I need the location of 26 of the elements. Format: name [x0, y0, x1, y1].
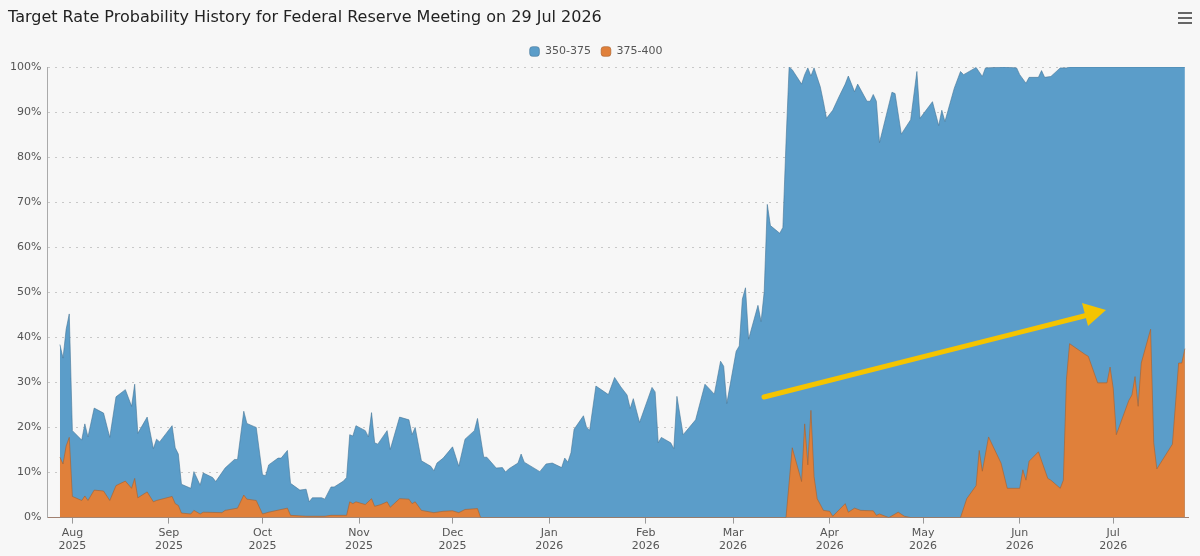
x-tick-label: Jun 2026: [1005, 526, 1034, 553]
x-tick-label: Apr 2026: [815, 526, 844, 553]
y-tick-label: 30%: [16, 375, 42, 389]
y-tick-label: 10%: [16, 465, 42, 479]
x-tick-label: Feb 2026: [631, 526, 660, 553]
y-tick-label: 20%: [16, 420, 42, 434]
y-tick-label: 50%: [16, 285, 42, 299]
y-tick-label: 100%: [9, 59, 42, 73]
legend-label: 350-375: [545, 44, 592, 58]
x-tick-label: Oct 2025: [248, 526, 277, 553]
x-tick-label: Dec 2025: [438, 526, 467, 553]
x-tick-label: Sep 2025: [154, 526, 183, 553]
x-tick-label: Jan 2026: [535, 526, 564, 553]
y-tick-label: 80%: [16, 149, 42, 163]
x-tick-label: May 2026: [909, 526, 938, 553]
x-tick-label: Nov 2025: [345, 526, 374, 553]
x-tick-label: Mar 2026: [719, 526, 748, 553]
y-tick-label: 70%: [16, 195, 42, 209]
y-tick-label: 90%: [16, 104, 42, 118]
x-tick-label: Aug 2025: [58, 526, 87, 553]
x-tick-label: Jul 2026: [1099, 526, 1128, 553]
y-tick-label: 0%: [23, 510, 42, 524]
y-tick-label: 40%: [16, 330, 42, 344]
chart-title: Target Rate Probability History for Federal Reserve Meeting on 29 Jul 2026: [8, 7, 602, 26]
y-tick-label: 60%: [16, 240, 42, 254]
legend-label: 375-400: [616, 44, 663, 58]
